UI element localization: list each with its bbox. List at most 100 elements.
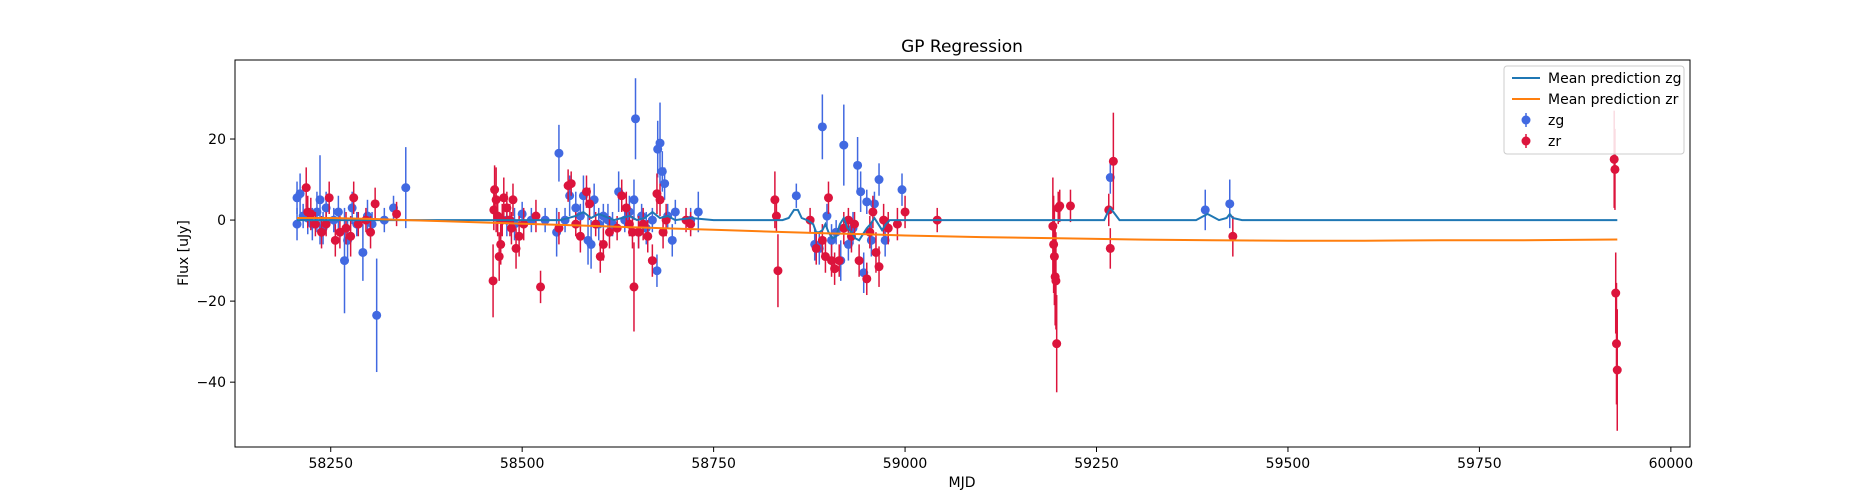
- zg-point: [667, 235, 677, 245]
- zr-point: [554, 223, 564, 233]
- zg-point: [853, 160, 863, 170]
- zr-point: [643, 231, 653, 241]
- zr-point: [686, 219, 696, 229]
- zr-point: [871, 247, 881, 257]
- zr-point: [1609, 154, 1619, 164]
- zr-point: [773, 266, 783, 276]
- zg-point: [571, 203, 581, 213]
- zr-point: [771, 211, 781, 221]
- zg-point: [292, 219, 302, 229]
- zr-point: [854, 256, 864, 266]
- zr-point: [879, 215, 889, 225]
- zr-point: [353, 219, 363, 229]
- zg-point: [315, 195, 325, 205]
- zg-point: [897, 185, 907, 195]
- zr-point: [370, 199, 380, 209]
- zr-point: [346, 231, 356, 241]
- zr-point: [850, 219, 860, 229]
- zr-point: [617, 191, 627, 201]
- zr-point: [658, 227, 668, 237]
- zg-point: [822, 211, 832, 221]
- zg-point: [321, 203, 331, 213]
- x-tick-label: 60000: [1649, 456, 1694, 472]
- mean-prediction-zr-line: [297, 217, 1618, 242]
- zr-point: [1055, 201, 1065, 211]
- zr-point: [566, 179, 576, 189]
- zr-point: [366, 227, 376, 237]
- zr-point: [883, 223, 893, 233]
- zg-point: [660, 179, 670, 189]
- zr-point: [1108, 156, 1118, 166]
- legend: Mean prediction zg Mean prediction zr zg zr: [1503, 65, 1685, 155]
- zg-point: [1225, 199, 1235, 209]
- zr-point: [604, 227, 614, 237]
- zr-point: [575, 231, 585, 241]
- zg-point: [856, 187, 866, 197]
- axes-frame: [234, 59, 1691, 448]
- plot-area: [292, 78, 1622, 431]
- x-tick-label: 58500: [500, 456, 545, 472]
- zr-point: [536, 282, 546, 292]
- mean-prediction-zg-line: [297, 206, 1618, 242]
- zr-point: [591, 219, 601, 229]
- y-axis-label: Flux [uJy]: [176, 220, 192, 286]
- zr-point: [499, 193, 509, 203]
- zr-point: [392, 209, 402, 219]
- y-tick-label: 20: [208, 132, 226, 148]
- zr-point: [1049, 239, 1059, 249]
- zr-point: [868, 207, 878, 217]
- zg-point: [295, 189, 305, 199]
- zr-point: [349, 193, 359, 203]
- zr-point: [629, 282, 639, 292]
- zr-point: [862, 274, 872, 284]
- x-axis-label: MJD: [949, 475, 976, 491]
- zr-point: [488, 276, 498, 286]
- zr-point: [811, 243, 821, 253]
- zg-point: [347, 203, 357, 213]
- zr-point: [1610, 164, 1620, 174]
- zr-point: [508, 195, 518, 205]
- zg-point: [862, 197, 872, 207]
- legend-point-swatch: [1521, 115, 1531, 125]
- zr-point: [634, 227, 644, 237]
- zg-point: [629, 195, 639, 205]
- zg-point: [880, 235, 890, 245]
- zr-point: [598, 239, 608, 249]
- zr-point: [506, 223, 516, 233]
- zg-point: [333, 207, 343, 217]
- zr-point: [324, 193, 334, 203]
- x-tick-label: 59000: [883, 456, 928, 472]
- legend-label: zr: [1548, 134, 1561, 150]
- zr-point: [491, 195, 501, 205]
- zr-point: [496, 239, 506, 249]
- zr-point: [1105, 243, 1115, 253]
- zr-point: [1048, 221, 1058, 231]
- zg-point: [839, 140, 849, 150]
- x-tick-label: 58250: [308, 456, 353, 472]
- legend-point-swatch: [1521, 136, 1531, 146]
- zr-point: [770, 195, 780, 205]
- zg-point: [817, 122, 827, 132]
- zr-point: [1611, 339, 1621, 349]
- zg-point: [372, 310, 382, 320]
- axis-ticks: 58250 58500 58750 59000 59250 59500 59750 60000…: [196, 132, 1693, 472]
- zg-point: [652, 266, 662, 276]
- y-tick-label: −40: [196, 375, 226, 391]
- zg-point: [554, 148, 564, 158]
- zr-point: [571, 219, 581, 229]
- zr-point: [655, 195, 665, 205]
- y-tick-label: −20: [196, 294, 226, 310]
- zr-point: [612, 223, 622, 233]
- zg-point: [874, 175, 884, 185]
- zr-point: [1611, 288, 1621, 298]
- zr-point: [306, 209, 316, 219]
- zr-point: [514, 231, 524, 241]
- zr-point: [621, 203, 631, 213]
- zr-point: [310, 219, 320, 229]
- legend-label: Mean prediction zr: [1548, 92, 1679, 108]
- zr-point: [817, 235, 827, 245]
- zg-point: [1105, 173, 1115, 183]
- legend-box: [1503, 65, 1685, 155]
- zr-point: [511, 243, 521, 253]
